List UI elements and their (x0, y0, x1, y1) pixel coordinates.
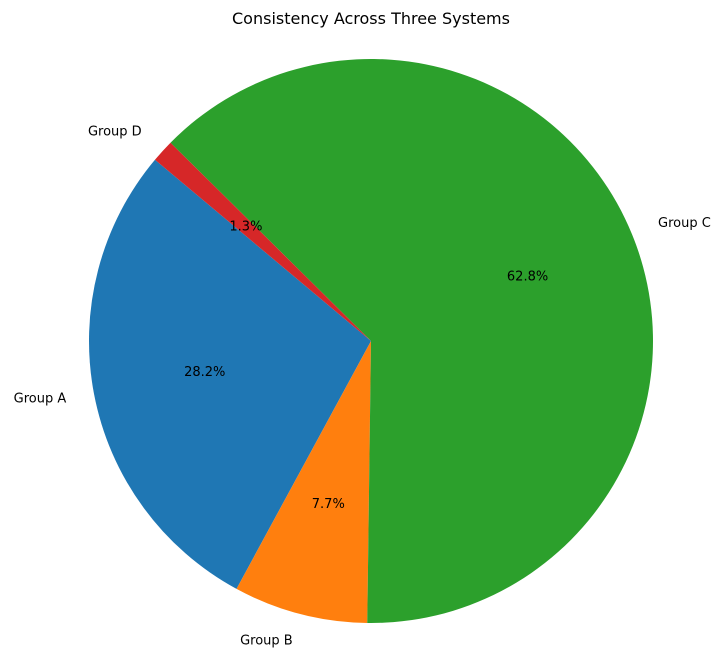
pie-slice-group-a (89, 159, 371, 589)
pie-slice-group-d (154, 142, 371, 341)
category-label-group-b: Group B (240, 634, 293, 649)
percent-labels: 28.2% 7.7% 62.8% 1.3% (184, 220, 548, 513)
percent-label-group-d: 1.3% (229, 220, 262, 235)
percent-label-group-a: 28.2% (184, 365, 225, 380)
chart-title: Consistency Across Three Systems (232, 9, 510, 28)
pie-slice-group-c (170, 59, 653, 624)
category-labels: Group A Group B Group C Group D (14, 125, 711, 649)
category-label-group-a: Group A (14, 391, 67, 406)
pie-slice-group-b (236, 341, 371, 623)
percent-label-group-b: 7.7% (312, 497, 345, 512)
category-label-group-d: Group D (88, 125, 142, 140)
category-label-group-c: Group C (658, 216, 711, 231)
pie-slices (89, 59, 653, 624)
percent-label-group-c: 62.8% (507, 269, 548, 284)
